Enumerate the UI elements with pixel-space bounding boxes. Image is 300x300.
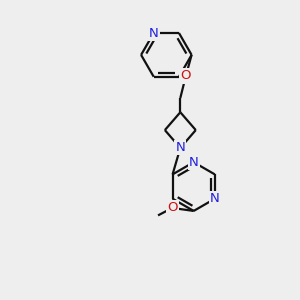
Text: N: N (210, 192, 220, 205)
Text: N: N (189, 156, 199, 169)
Text: N: N (176, 141, 185, 154)
Text: O: O (180, 70, 191, 83)
Text: N: N (149, 26, 159, 40)
Text: O: O (167, 201, 178, 214)
